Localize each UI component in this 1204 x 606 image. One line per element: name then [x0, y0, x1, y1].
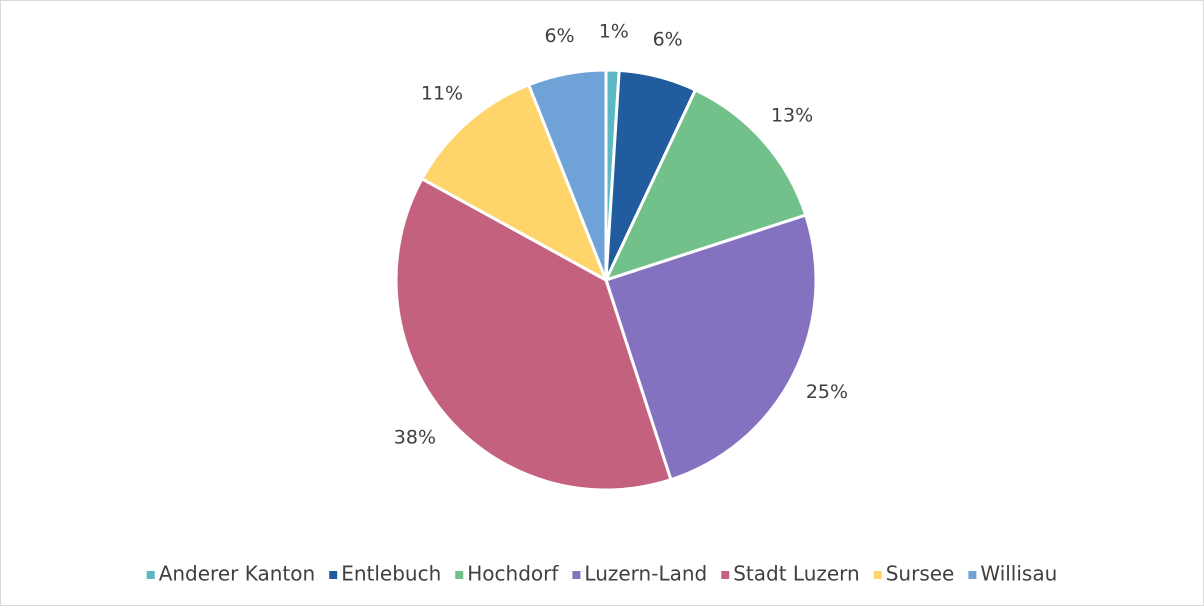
legend-label: Anderer Kanton: [159, 562, 315, 586]
legend-swatch: [455, 571, 464, 579]
legend-label: Sursee: [886, 562, 955, 586]
data-label: 13%: [771, 104, 813, 126]
pie-slice: [394, 176, 673, 492]
legend-label: Luzern-Land: [584, 562, 707, 586]
legend-swatch: [873, 571, 882, 579]
legend-label: Entlebuch: [341, 562, 441, 586]
pie-slice: [603, 87, 808, 283]
data-label: 38%: [394, 427, 436, 449]
legend-swatch: [721, 571, 730, 579]
pie-slice: [419, 82, 609, 284]
data-label: 11%: [421, 82, 463, 104]
legend-swatch: [329, 571, 338, 579]
pie-slice: [604, 213, 818, 482]
legend-swatch: [146, 571, 155, 579]
data-label: 1%: [599, 21, 629, 43]
legend-label: Willisau: [980, 562, 1057, 586]
data-label: 6%: [544, 25, 574, 47]
legend-swatch: [572, 571, 581, 579]
data-label: 6%: [653, 28, 683, 50]
legend-label: Stadt Luzern: [733, 562, 860, 586]
data-label: 25%: [806, 381, 848, 403]
legend-swatch: [968, 571, 977, 579]
legend-label: Hochdorf: [467, 562, 559, 586]
pie-slice: [526, 68, 608, 281]
